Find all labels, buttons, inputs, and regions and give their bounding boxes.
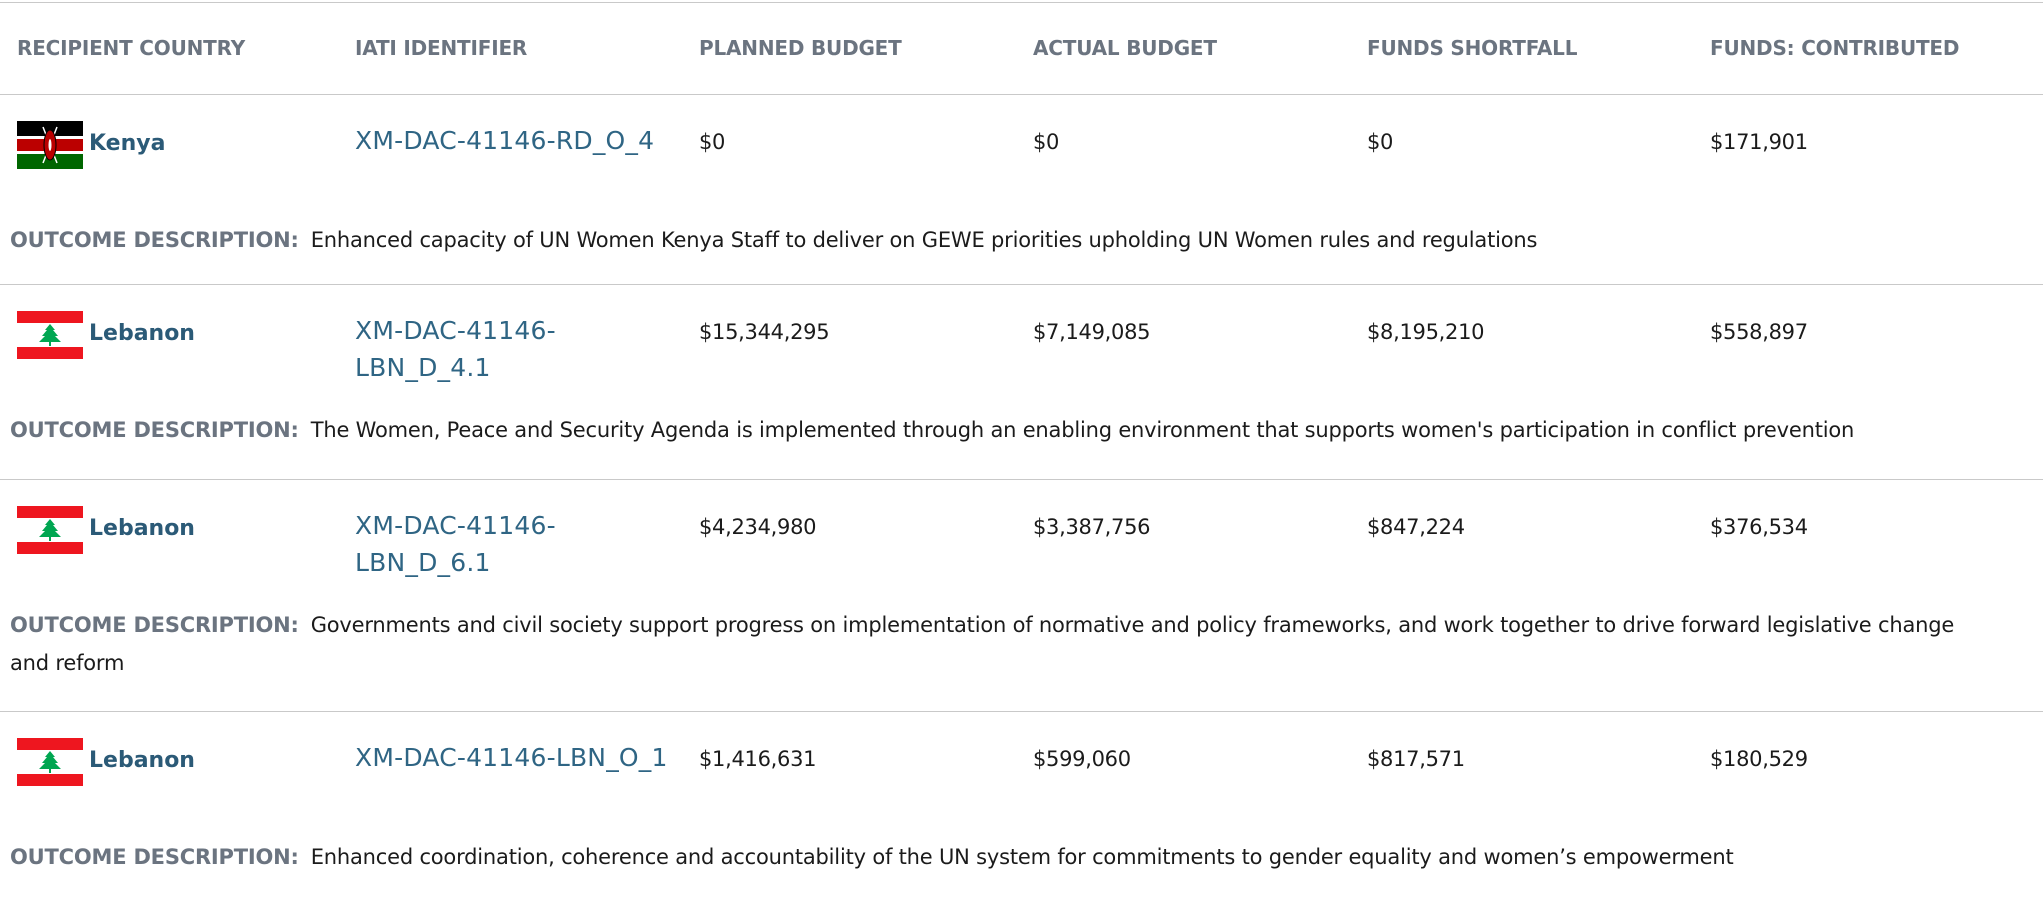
budget-value: $558,897 <box>1710 320 1808 344</box>
outcome-label: OUTCOME DESCRIPTION: <box>10 418 299 442</box>
budget-value: $1,416,631 <box>699 747 817 771</box>
budget-value: $171,901 <box>1710 130 1808 154</box>
iati-link[interactable]: XM-DAC-41146-LBN_O_1 <box>355 743 668 772</box>
outcome-text: Enhanced capacity of UN Women Kenya Staf… <box>310 228 1538 252</box>
column-header: PLANNED BUDGET <box>699 36 902 60</box>
outcome-label: OUTCOME DESCRIPTION: <box>10 228 299 252</box>
budget-value: $0 <box>699 130 726 154</box>
outcome-label: OUTCOME DESCRIPTION: <box>10 845 299 869</box>
budget-value: $376,534 <box>1710 515 1808 539</box>
outcome-label: OUTCOME DESCRIPTION: <box>10 613 299 637</box>
flag-icon <box>17 121 83 169</box>
budget-value: $15,344,295 <box>699 320 830 344</box>
header-border <box>0 94 2043 95</box>
flag-icon <box>17 506 83 554</box>
flag-icon <box>17 738 83 786</box>
outcome-text: Governments and civil society support pr… <box>10 613 1955 675</box>
column-header: RECIPIENT COUNTRY <box>17 36 245 60</box>
country-link[interactable]: Lebanon <box>89 748 195 773</box>
column-header: IATI IDENTIFIER <box>355 36 528 60</box>
budget-value: $180,529 <box>1710 747 1808 771</box>
row-border <box>0 284 2043 285</box>
row-border <box>0 711 2043 712</box>
outcome-description: OUTCOME DESCRIPTION: Governments and civi… <box>10 606 1995 682</box>
budget-value: $3,387,756 <box>1033 515 1151 539</box>
iati-link[interactable]: XM-DAC-41146-RD_O_4 <box>355 126 655 155</box>
column-header: ACTUAL BUDGET <box>1033 36 1217 60</box>
budget-value: $0 <box>1367 130 1394 154</box>
budget-value: $817,571 <box>1367 747 1465 771</box>
country-link[interactable]: Lebanon <box>89 321 195 346</box>
budget-value: $4,234,980 <box>699 515 817 539</box>
outcome-text: The Women, Peace and Security Agenda is … <box>310 418 1855 442</box>
flag-icon <box>17 311 83 359</box>
budget-value: $8,195,210 <box>1367 320 1485 344</box>
iati-link[interactable]: XM-DAC-41146-LBN_D_4.1 <box>355 316 556 382</box>
column-header: FUNDS: CONTRIBUTED <box>1710 36 1960 60</box>
budget-value: $0 <box>1033 130 1060 154</box>
country-link[interactable]: Kenya <box>89 131 166 156</box>
outcome-description: OUTCOME DESCRIPTION: The Women, Peace and… <box>10 411 1995 449</box>
outcome-description: OUTCOME DESCRIPTION: Enhanced capacity of… <box>10 221 1995 259</box>
outcome-description: OUTCOME DESCRIPTION: Enhanced coordinatio… <box>10 838 1995 876</box>
budget-value: $7,149,085 <box>1033 320 1151 344</box>
budget-value: $599,060 <box>1033 747 1131 771</box>
row-border <box>0 479 2043 480</box>
top-border <box>0 2 2043 3</box>
column-header: FUNDS SHORTFALL <box>1367 36 1578 60</box>
iati-link[interactable]: XM-DAC-41146-LBN_D_6.1 <box>355 511 556 577</box>
budget-value: $847,224 <box>1367 515 1465 539</box>
country-link[interactable]: Lebanon <box>89 516 195 541</box>
outcome-text: Enhanced coordination, coherence and acc… <box>310 845 1734 869</box>
